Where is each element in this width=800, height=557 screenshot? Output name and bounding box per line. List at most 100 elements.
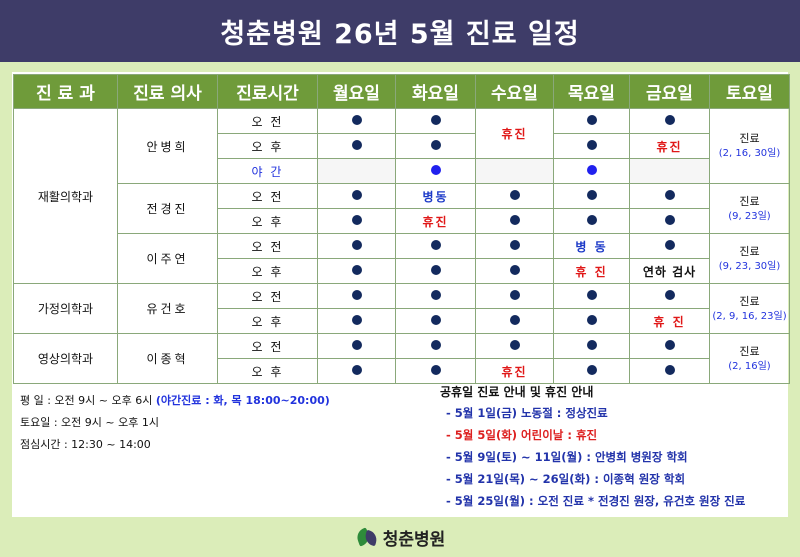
notice-list: - 5월 1일(금) 노동절 : 정상진료 - 5월 5일(화) 어린이날 : … [440, 402, 745, 512]
available-dot [430, 115, 441, 125]
night-dot [586, 165, 597, 175]
schedule-cell [629, 333, 710, 359]
available-dot [351, 215, 362, 225]
slot-cell: 오 전 [217, 283, 318, 309]
hours-weekday-row: 평 일 : 오전 9시 ~ 오후 6시 (야간진료 : 화, 목 18:00~2… [20, 390, 330, 412]
saturday-dates: (9, 23, 30일) [718, 260, 781, 272]
slot-cell: 오 후 [217, 358, 318, 384]
schedule-cell: 병 동 [553, 233, 630, 259]
schedule-cell: 휴 진 [553, 258, 630, 284]
saturday-cell: 진료 (2, 16일) [709, 333, 790, 384]
saturday-cell: 진료 (2, 9, 16, 23일) [709, 283, 790, 334]
available-dot [351, 115, 362, 125]
schedule-cell [475, 283, 554, 309]
schedule-cell [317, 133, 396, 159]
schedule-cell [475, 183, 554, 209]
schedule-cell [553, 208, 630, 234]
schedule-cell [395, 233, 476, 259]
available-dot [351, 365, 362, 375]
list-item: - 5월 1일(금) 노동절 : 정상진료 [446, 406, 608, 420]
closed-mark: 휴 진 [653, 314, 686, 329]
available-dot [664, 290, 675, 300]
schedule-cell [475, 258, 554, 284]
schedule-cell [317, 183, 396, 209]
schedule-cell [475, 208, 554, 234]
saturday-dates: (2, 16, 30일) [718, 148, 781, 159]
schedule-cell: 병동 [395, 183, 476, 209]
closed-mark: 휴진 [501, 364, 528, 379]
col-header: 수요일 [475, 74, 554, 109]
schedule-cell [629, 108, 710, 134]
schedule-cell [317, 233, 396, 259]
col-header: 진 료 과 [13, 74, 118, 109]
available-dot [586, 290, 597, 300]
available-dot [351, 265, 362, 275]
table-row: 가정의학과 유건호 오 전 진료 (2, 9, 16, 23일) [13, 283, 790, 334]
schedule-cell [395, 133, 476, 159]
doctor-cell: 전경진 [117, 183, 218, 234]
saturday-cell: 진료 (9, 23일) [709, 183, 790, 234]
closed-mark: 휴진 [501, 127, 528, 141]
available-dot [351, 290, 362, 300]
schedule-cell: 휴 진 [629, 308, 710, 334]
schedule-cell [317, 158, 396, 184]
col-header: 진료 의사 [117, 74, 218, 109]
available-dot [430, 140, 441, 150]
holiday-notice: 공휴일 진료 안내 및 휴진 안내 - 5월 1일(금) 노동절 : 정상진료 … [440, 382, 745, 512]
available-dot [430, 340, 441, 350]
clinic-hours: 평 일 : 오전 9시 ~ 오후 6시 (야간진료 : 화, 목 18:00~2… [20, 390, 330, 456]
available-dot [509, 340, 520, 350]
hours-night: (야간진료 : 화, 목 18:00~20:00) [155, 394, 330, 407]
schedule-cell [317, 208, 396, 234]
schedule-table: 진 료 과 진료 의사 진료시간 월요일 화요일 수요일 목요일 금요일 토요일… [13, 74, 790, 384]
schedule-cell [553, 283, 630, 309]
ward-mark: 병 동 [575, 239, 608, 254]
col-header: 진료시간 [217, 74, 318, 109]
dept-cell: 재활의학과 [13, 108, 118, 284]
schedule-cell: 휴진 [629, 133, 710, 159]
saturday-label: 진료 [739, 344, 760, 358]
col-header: 목요일 [553, 74, 630, 109]
col-header: 금요일 [629, 74, 710, 109]
available-dot [351, 140, 362, 150]
available-dot [664, 115, 675, 125]
doctor-cell: 이주연 [117, 233, 218, 284]
available-dot [586, 315, 597, 325]
table-row: 이주연 오 전 병 동 진료 (9, 23, 30일) [14, 233, 790, 284]
saturday-dates: (2, 9, 16, 23일) [712, 310, 787, 322]
list-item: - 5월 5일(화) 어린이날 : 휴진 [446, 428, 598, 442]
saturday-label: 진료 [739, 132, 760, 145]
list-item: - 5월 25일(월) : 오전 진료 * 전경진 원장, 유건호 원장 진료 [446, 494, 746, 508]
schedule-cell [553, 333, 630, 359]
saturday-label: 진료 [739, 244, 760, 258]
schedule-cell: 휴진 [475, 358, 554, 384]
slot-cell: 오 후 [217, 208, 318, 234]
page-header: 청춘병원 26년 5월 진료 일정 [0, 0, 800, 62]
schedule-cell: 휴진 [475, 108, 554, 159]
hours-saturday: 토요일 : 오전 9시 ~ 오후 1시 [20, 416, 159, 429]
available-dot [430, 265, 441, 275]
schedule-cell [395, 258, 476, 284]
available-dot [430, 240, 441, 250]
notice-title: 공휴일 진료 안내 및 휴진 안내 [440, 385, 594, 399]
available-dot [664, 340, 675, 350]
closed-mark: 휴진 [422, 214, 449, 229]
available-dot [430, 315, 441, 325]
available-dot [586, 190, 597, 200]
col-header: 월요일 [317, 74, 396, 109]
available-dot [509, 265, 520, 275]
schedule-cell [395, 158, 476, 184]
table-row: 오 후 휴진 [14, 133, 790, 159]
available-dot [586, 340, 597, 350]
slot-cell: 오 전 [217, 108, 318, 134]
saturday-label: 진료 [739, 194, 760, 208]
table-row: 재활의학과 안병희 오 전 휴진 진료 (2, 16, 30일) [13, 108, 790, 284]
hours-weekday: 평 일 : 오전 9시 ~ 오후 6시 [20, 394, 153, 407]
dept-cell: 영상의학과 [13, 333, 118, 384]
schedule-cell [395, 308, 476, 334]
slot-cell: 오 전 [217, 183, 318, 209]
saturday-cell: 진료 (2, 16, 30일) [709, 108, 790, 184]
exam-mark: 연하 검사 [642, 264, 697, 279]
schedule-cell [475, 233, 554, 259]
schedule-cell [475, 158, 554, 184]
